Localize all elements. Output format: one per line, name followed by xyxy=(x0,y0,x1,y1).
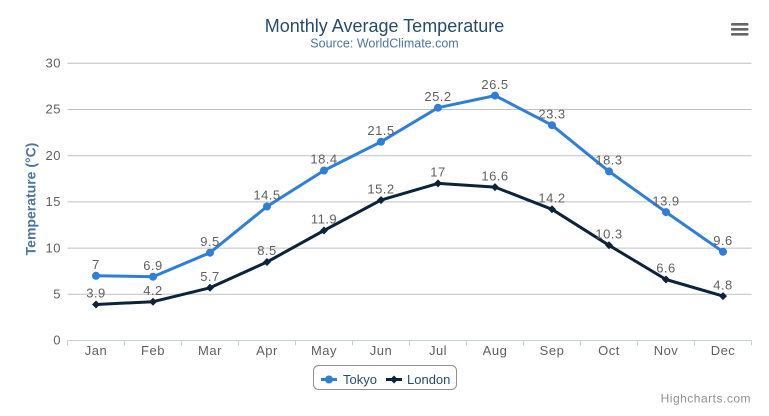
svg-text:Oct: Oct xyxy=(598,343,620,358)
svg-text:6.9: 6.9 xyxy=(143,258,163,273)
svg-text:23.3: 23.3 xyxy=(538,106,565,121)
svg-text:Highcharts.com: Highcharts.com xyxy=(661,392,751,406)
svg-text:Apr: Apr xyxy=(256,343,278,358)
svg-text:Aug: Aug xyxy=(483,343,508,358)
svg-text:30: 30 xyxy=(46,56,61,71)
svg-text:6.6: 6.6 xyxy=(656,261,676,276)
svg-text:Source: WorldClimate.com: Source: WorldClimate.com xyxy=(310,37,458,51)
svg-text:14.5: 14.5 xyxy=(253,188,280,203)
svg-text:16.6: 16.6 xyxy=(481,168,508,183)
svg-text:Mar: Mar xyxy=(198,343,222,358)
svg-text:Jun: Jun xyxy=(370,343,392,358)
svg-text:3.9: 3.9 xyxy=(86,286,106,301)
svg-text:17: 17 xyxy=(430,165,445,180)
svg-text:25: 25 xyxy=(46,102,61,117)
svg-text:10.3: 10.3 xyxy=(595,227,622,242)
svg-text:4.8: 4.8 xyxy=(713,277,733,292)
svg-text:Monthly Average Temperature: Monthly Average Temperature xyxy=(265,16,504,36)
svg-text:Jul: Jul xyxy=(429,343,447,358)
svg-text:5: 5 xyxy=(53,287,61,302)
svg-text:Jan: Jan xyxy=(85,343,107,358)
svg-text:Temperature (°C): Temperature (°C) xyxy=(23,143,39,256)
svg-text:26.5: 26.5 xyxy=(481,77,508,92)
svg-text:0: 0 xyxy=(53,333,61,348)
svg-text:15: 15 xyxy=(46,194,61,209)
svg-text:14.2: 14.2 xyxy=(538,191,565,206)
svg-text:9.6: 9.6 xyxy=(713,233,733,248)
svg-text:Tokyo: Tokyo xyxy=(343,372,377,387)
svg-text:Nov: Nov xyxy=(654,343,679,358)
svg-text:8.5: 8.5 xyxy=(257,243,277,258)
svg-text:25.2: 25.2 xyxy=(424,89,451,104)
svg-text:20: 20 xyxy=(46,148,61,163)
svg-text:10: 10 xyxy=(46,240,61,255)
svg-text:18.3: 18.3 xyxy=(595,153,622,168)
svg-text:Sep: Sep xyxy=(540,343,565,358)
svg-text:18.4: 18.4 xyxy=(310,152,337,167)
svg-text:15.2: 15.2 xyxy=(367,181,394,196)
svg-text:Feb: Feb xyxy=(141,343,165,358)
svg-text:11.9: 11.9 xyxy=(311,212,337,227)
svg-text:9.5: 9.5 xyxy=(200,234,220,249)
svg-text:13.9: 13.9 xyxy=(652,193,679,208)
svg-text:London: London xyxy=(407,372,450,387)
svg-text:5.7: 5.7 xyxy=(200,269,220,284)
svg-text:May: May xyxy=(311,343,337,358)
svg-text:21.5: 21.5 xyxy=(367,123,394,138)
svg-text:7: 7 xyxy=(92,257,100,272)
svg-text:Dec: Dec xyxy=(711,343,736,358)
svg-text:4.2: 4.2 xyxy=(143,283,163,298)
